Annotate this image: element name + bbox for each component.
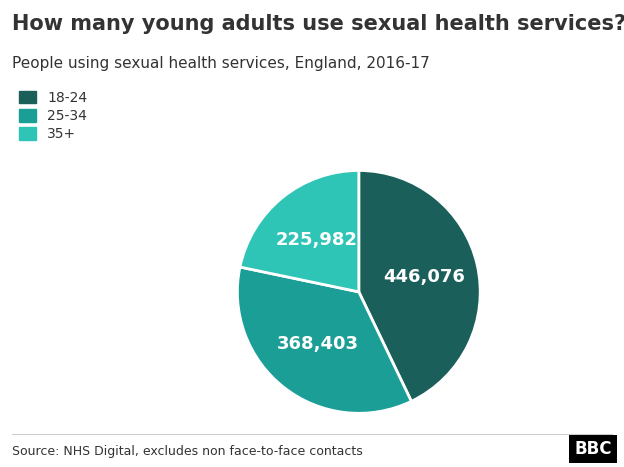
Text: 446,076: 446,076 [383, 268, 465, 286]
Text: How many young adults use sexual health services?: How many young adults use sexual health … [12, 14, 624, 34]
Text: 225,982: 225,982 [276, 231, 358, 249]
Text: Source: NHS Digital, excludes non face-to-face contacts: Source: NHS Digital, excludes non face-t… [12, 445, 363, 458]
Wedge shape [240, 170, 359, 292]
Text: People using sexual health services, England, 2016-17: People using sexual health services, Eng… [12, 56, 430, 71]
Legend: 18-24, 25-34, 35+: 18-24, 25-34, 35+ [19, 91, 87, 142]
Wedge shape [237, 267, 411, 413]
Text: 368,403: 368,403 [276, 335, 359, 354]
Wedge shape [359, 170, 480, 401]
Text: BBC: BBC [574, 439, 612, 458]
